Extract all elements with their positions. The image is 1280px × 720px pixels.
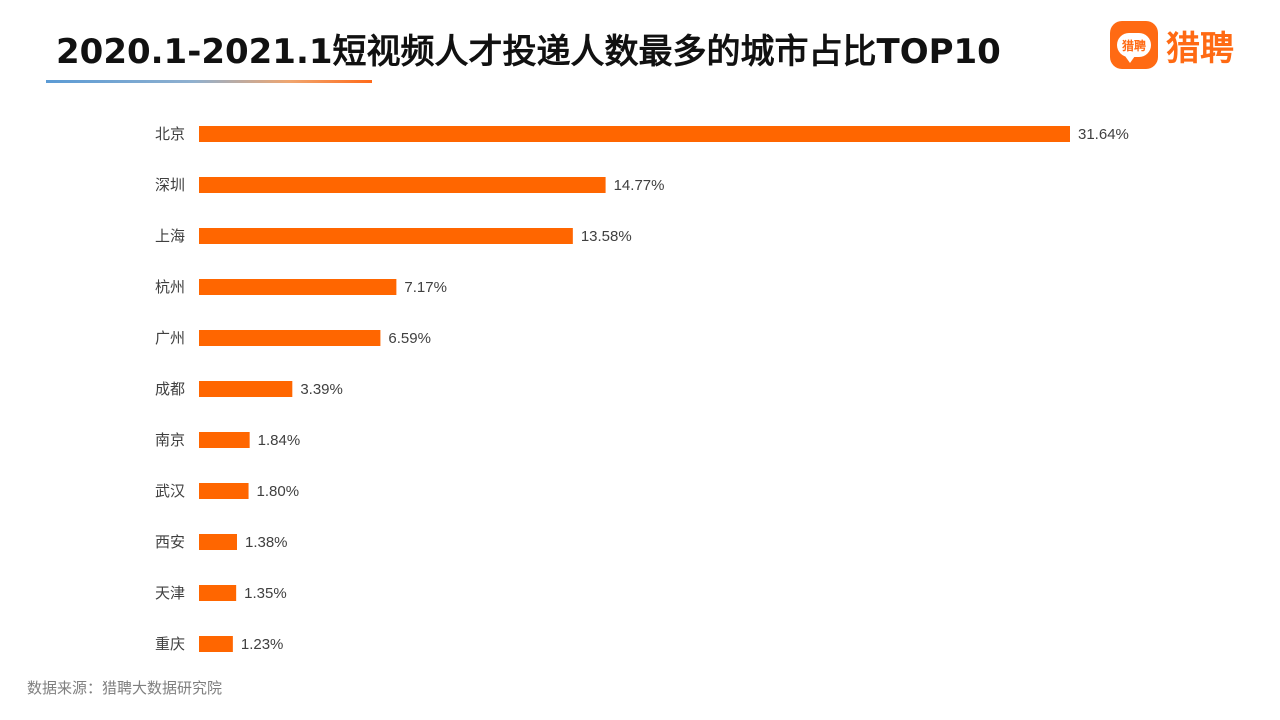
bar <box>199 585 237 601</box>
category-label: 深圳 <box>155 176 185 194</box>
data-label: 1.80% <box>257 483 300 500</box>
category-label: 武汉 <box>155 482 185 500</box>
category-label: 重庆 <box>155 635 185 653</box>
bar <box>199 177 606 193</box>
bar <box>199 636 233 652</box>
data-label: 7.17% <box>404 279 447 296</box>
category-label: 南京 <box>155 431 185 449</box>
bar <box>199 483 249 499</box>
data-label: 6.59% <box>388 330 431 347</box>
bar <box>199 330 381 346</box>
bar <box>199 432 250 448</box>
category-label: 西安 <box>155 533 185 551</box>
page-title: 2020.1-2021.1短视频人才投递人数最多的城市占比TOP10 <box>56 32 1001 72</box>
category-label: 杭州 <box>155 278 185 296</box>
data-label: 1.35% <box>244 585 287 602</box>
bar <box>199 228 573 244</box>
logo-text: 猎聘 <box>1166 28 1234 69</box>
data-label: 14.77% <box>614 177 665 194</box>
bar <box>199 381 293 397</box>
logo-badge-icon: 猎聘 <box>1110 21 1158 69</box>
logo-bubble: 猎聘 <box>1117 33 1151 63</box>
category-label: 广州 <box>155 329 185 347</box>
category-label: 成都 <box>155 380 185 398</box>
data-label: 1.38% <box>245 534 288 551</box>
bar <box>199 534 237 550</box>
title-underline <box>46 80 372 83</box>
data-label: 3.39% <box>300 381 343 398</box>
bar <box>199 126 1070 142</box>
bar <box>199 279 397 295</box>
category-label: 上海 <box>155 227 185 245</box>
data-label: 31.64% <box>1078 126 1129 143</box>
category-label: 天津 <box>155 584 185 602</box>
data-label: 1.23% <box>241 636 284 653</box>
brand-logo: 猎聘 猎聘 <box>1110 20 1234 70</box>
data-source-note: 数据来源：猎聘大数据研究院 <box>27 679 223 697</box>
category-label: 北京 <box>155 125 185 143</box>
data-label: 13.58% <box>581 228 632 245</box>
data-label: 1.84% <box>258 432 301 449</box>
